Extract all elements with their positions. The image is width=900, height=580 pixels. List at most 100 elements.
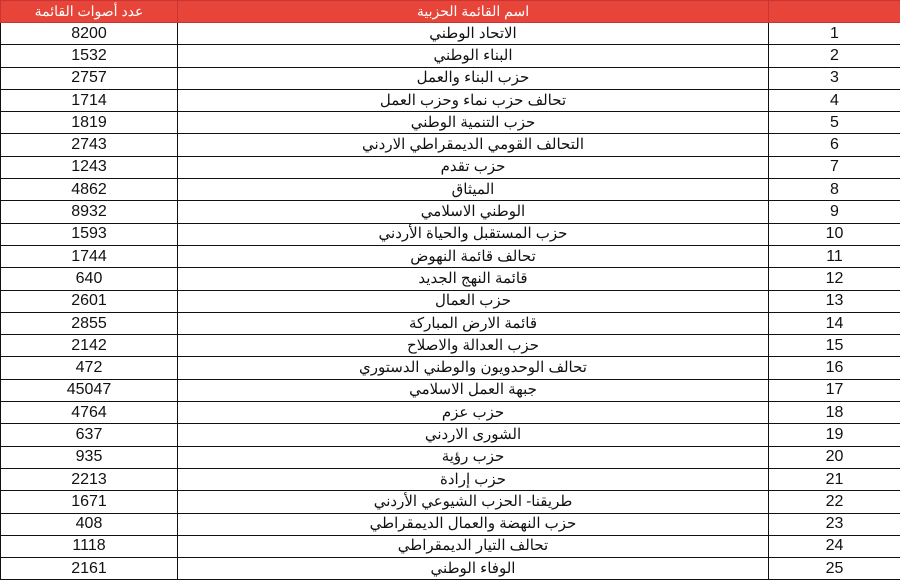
rank-cell: 16	[768, 356, 900, 380]
vote-count-cell: 1593	[0, 222, 178, 246]
list-name-cell: الاتحاد الوطني	[177, 21, 769, 46]
vote-count-cell: 2743	[0, 133, 178, 157]
list-name-cell: حزب تقدم	[177, 155, 769, 180]
vote-count-cell: 4862	[0, 178, 178, 202]
table-row: 4764 حزب عزم 18	[0, 401, 900, 425]
rank-cell: 22	[768, 490, 900, 514]
vote-count-cell: 640	[0, 267, 178, 291]
rank-cell: 8	[768, 178, 900, 202]
table-row: 637 الشورى الاردني 19	[0, 423, 900, 447]
vote-count-cell: 1714	[0, 88, 178, 113]
list-name-cell: قائمة النهج الجديد	[177, 267, 769, 291]
table-row: 1671 طريقنا- الحزب الشيوعي الأردني 22	[0, 490, 900, 514]
list-name-cell: حزب العمال	[177, 289, 769, 313]
list-name-cell: تحالف التيار الديمقراطي	[177, 534, 769, 559]
vote-count-cell: 1118	[0, 534, 178, 559]
list-name-cell: حزب إرادة	[177, 467, 769, 492]
table-row: 1714 تحالف حزب نماء وحزب العمل 4	[0, 88, 900, 113]
list-name-cell: حزب البناء والعمل	[177, 66, 769, 90]
table-row: 2213 حزب إرادة 21	[0, 467, 900, 492]
vote-count-cell: 2757	[0, 66, 178, 90]
table-row: 1118 تحالف التيار الديمقراطي 24	[0, 534, 900, 559]
vote-count-cell: 2601	[0, 289, 178, 313]
vote-count-cell: 1819	[0, 111, 178, 135]
list-name-cell: جبهة العمل الاسلامي	[177, 378, 769, 403]
list-name-cell: الشورى الاردني	[177, 423, 769, 447]
table-row: 1744 تحالف قائمة النهوض 11	[0, 244, 900, 269]
table-row: 2855 قائمة الارض المباركة 14	[0, 311, 900, 336]
rank-cell: 25	[768, 557, 900, 580]
table-row: 1593 حزب المستقبل والحياة الأردني 10	[0, 222, 900, 246]
vote-count-cell: 8200	[0, 21, 178, 46]
list-name-cell: حزب النهضة والعمال الديمقراطي	[177, 512, 769, 536]
table-body: 8200 الاتحاد الوطني 1 1532 البناء الوطني 2 275…	[0, 21, 900, 580]
list-name-cell: تحالف الوحدويون والوطني الدستوري	[177, 356, 769, 380]
table-row: 472 تحالف الوحدويون والوطني الدستوري 16	[0, 356, 900, 380]
list-name-cell: تحالف حزب نماء وحزب العمل	[177, 88, 769, 113]
rank-cell: 14	[768, 311, 900, 336]
list-name-cell: قائمة الارض المباركة	[177, 311, 769, 336]
table-row: 408 حزب النهضة والعمال الديمقراطي 23	[0, 512, 900, 536]
vote-count-cell: 2161	[0, 557, 178, 580]
vote-count-cell: 637	[0, 423, 178, 447]
table-row: 640 قائمة النهج الجديد 12	[0, 267, 900, 291]
table-row: 2601 حزب العمال 13	[0, 289, 900, 313]
rank-cell: 9	[768, 200, 900, 224]
table-row: 2757 حزب البناء والعمل 3	[0, 66, 900, 90]
vote-count-cell: 2213	[0, 467, 178, 492]
table-row: 2161 الوفاء الوطني 25	[0, 557, 900, 580]
list-name-cell: الوطني الاسلامي	[177, 200, 769, 224]
vote-count-cell: 935	[0, 445, 178, 469]
header-row: عدد أصوات القائمة اسم القائمة الحزبية	[0, 0, 900, 23]
list-name-cell: حزب المستقبل والحياة الأردني	[177, 222, 769, 246]
table-row: 1243 حزب تقدم 7	[0, 155, 900, 180]
list-name-cell: حزب رؤية	[177, 445, 769, 469]
rank-cell: 12	[768, 267, 900, 291]
rank-cell: 19	[768, 423, 900, 447]
vote-count-cell: 1243	[0, 155, 178, 180]
list-name-cell: تحالف قائمة النهوض	[177, 244, 769, 269]
vote-count-cell: 1744	[0, 244, 178, 269]
vote-count-cell: 4764	[0, 401, 178, 425]
list-name-cell: طريقنا- الحزب الشيوعي الأردني	[177, 490, 769, 514]
rank-cell: 3	[768, 66, 900, 90]
rank-cell: 15	[768, 334, 900, 358]
table-row: 8932 الوطني الاسلامي 9	[0, 200, 900, 224]
table-row: 2142 حزب العدالة والاصلاح 15	[0, 334, 900, 358]
rank-cell: 10	[768, 222, 900, 246]
table-row: 1532 البناء الوطني 2	[0, 44, 900, 68]
vote-count-cell: 1532	[0, 44, 178, 68]
rank-cell: 4	[768, 88, 900, 113]
rank-cell: 1	[768, 21, 900, 46]
list-name-cell: التحالف القومي الديمقراطي الاردني	[177, 133, 769, 157]
header-list-name: اسم القائمة الحزبية	[177, 0, 769, 23]
vote-count-cell: 472	[0, 356, 178, 380]
rank-cell: 18	[768, 401, 900, 425]
table-row: 2743 التحالف القومي الديمقراطي الاردني 6	[0, 133, 900, 157]
list-name-cell: الميثاق	[177, 178, 769, 202]
rank-cell: 6	[768, 133, 900, 157]
vote-count-cell: 45047	[0, 378, 178, 403]
list-name-cell: الوفاء الوطني	[177, 557, 769, 580]
header-votes: عدد أصوات القائمة	[0, 0, 178, 23]
rank-cell: 20	[768, 445, 900, 469]
vote-count-cell: 408	[0, 512, 178, 536]
list-name-cell: البناء الوطني	[177, 44, 769, 68]
table-row: 1819 حزب التنمية الوطني 5	[0, 111, 900, 135]
table-row: 45047 جبهة العمل الاسلامي 17	[0, 378, 900, 403]
rank-cell: 13	[768, 289, 900, 313]
rank-cell: 23	[768, 512, 900, 536]
list-name-cell: حزب العدالة والاصلاح	[177, 334, 769, 358]
table-row: 4862 الميثاق 8	[0, 178, 900, 202]
table-row: 8200 الاتحاد الوطني 1	[0, 21, 900, 46]
table-row: 935 حزب رؤية 20	[0, 445, 900, 469]
rank-cell: 2	[768, 44, 900, 68]
list-name-cell: حزب التنمية الوطني	[177, 111, 769, 135]
header-rank	[768, 0, 900, 23]
rank-cell: 17	[768, 378, 900, 403]
rank-cell: 7	[768, 155, 900, 180]
list-name-cell: حزب عزم	[177, 401, 769, 425]
rank-cell: 24	[768, 534, 900, 559]
vote-count-cell: 1671	[0, 490, 178, 514]
